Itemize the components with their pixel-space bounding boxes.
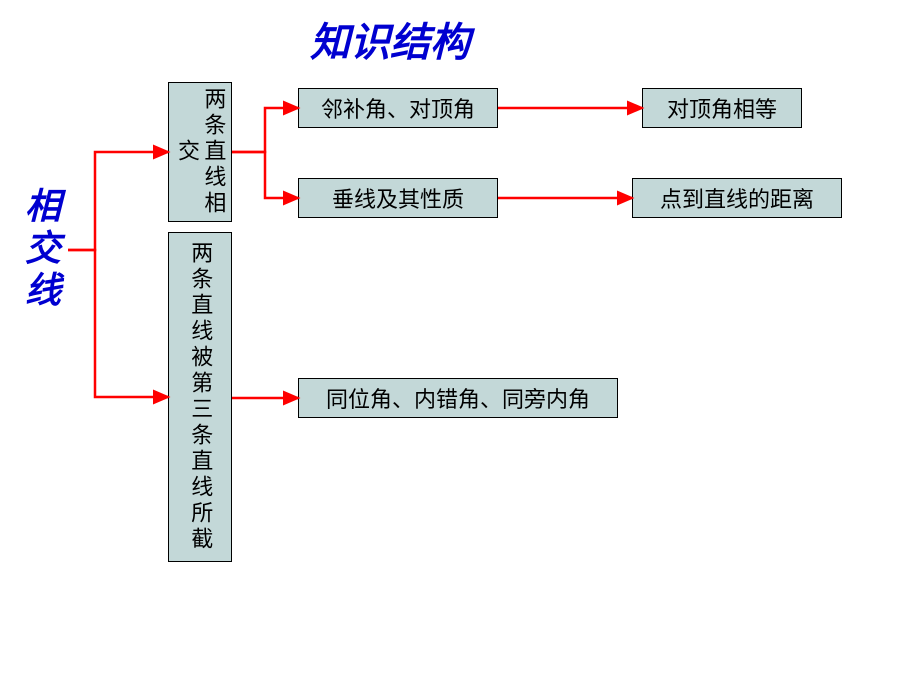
arrow (232, 108, 298, 152)
node-perpendicular: 垂线及其性质 (298, 178, 498, 218)
node-point-to-line-distance: 点到直线的距离 (632, 178, 842, 218)
node-label: 同位角、内错角、同旁内角 (326, 382, 590, 414)
arrow (232, 152, 298, 198)
node-corresponding-alternate-angles: 同位角、内错角、同旁内角 (298, 378, 618, 418)
arrow (68, 250, 168, 397)
node-label: 邻补角、对顶角 (321, 92, 475, 124)
node-label: 两条直线被第三条直线所截 (187, 241, 213, 553)
node-label: 垂线及其性质 (332, 182, 464, 214)
arrow (68, 152, 168, 250)
page-title: 知识结构 (310, 10, 470, 68)
node-label: 两条直线相交 (174, 83, 227, 221)
node-vertical-angles-equal: 对顶角相等 (642, 88, 802, 128)
node-adjacent-vertical-angles: 邻补角、对顶角 (298, 88, 498, 128)
root-node: 相交线 (12, 175, 68, 325)
node-two-lines-intersect: 两条直线相交 (168, 82, 232, 222)
root-node-label: 相交线 (14, 187, 66, 313)
node-third-line-cut: 两条直线被第三条直线所截 (168, 232, 232, 562)
node-label: 点到直线的距离 (660, 182, 814, 214)
node-label: 对顶角相等 (667, 92, 777, 124)
